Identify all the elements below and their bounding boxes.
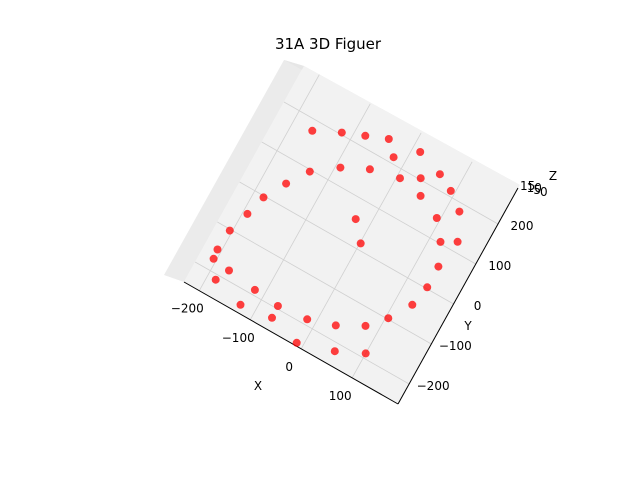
data-point <box>225 266 233 275</box>
data-point <box>292 338 301 347</box>
data-point <box>396 174 404 183</box>
z-tick-label: 15 <box>520 179 535 193</box>
data-point <box>435 170 444 179</box>
axes-panes <box>164 60 520 404</box>
data-point <box>365 165 374 174</box>
chart-title: 31A 3D Figuer <box>275 35 382 53</box>
x-tick-label: 0 <box>285 360 293 374</box>
axis-lines <box>183 187 519 405</box>
back-pane-left <box>164 60 304 282</box>
data-point <box>330 347 339 356</box>
data-point <box>303 315 312 324</box>
data-point <box>432 214 441 222</box>
data-point <box>351 215 360 224</box>
z-tick-label: 5 <box>533 183 541 197</box>
x-axis-label: X <box>254 379 262 393</box>
y-tick-label: 100 <box>488 259 511 273</box>
z-axis-label: Z <box>549 169 557 183</box>
data-point <box>211 275 220 284</box>
z-tick-label: 10 <box>527 181 542 195</box>
grid-line-y <box>217 221 432 345</box>
data-point <box>384 135 393 143</box>
data-point <box>455 207 464 216</box>
y-tick-label: −100 <box>439 339 472 353</box>
data-point <box>268 313 276 322</box>
y-axis-label: Y <box>463 319 472 333</box>
data-point <box>336 163 345 172</box>
x-tick-label: −200 <box>171 302 204 316</box>
y-tick-label: 0 <box>474 299 482 313</box>
grid-line-y <box>283 101 499 225</box>
data-point <box>282 179 291 188</box>
data-point <box>213 245 222 254</box>
data-point <box>361 131 370 140</box>
data-point <box>416 191 425 200</box>
data-point <box>305 167 314 176</box>
data-point <box>384 314 393 323</box>
y-tick-label: 200 <box>511 219 534 233</box>
data-point <box>361 349 370 358</box>
data-point <box>250 285 259 294</box>
data-point <box>356 239 365 248</box>
y-axis-line <box>397 187 519 405</box>
data-point <box>446 186 455 195</box>
data-point <box>423 283 432 292</box>
x-tick-label: −100 <box>222 331 255 345</box>
data-point <box>331 321 340 330</box>
data-point <box>259 193 268 202</box>
grid-line-y <box>239 181 454 305</box>
data-point <box>434 262 443 271</box>
z-tick-label: 0 <box>540 185 548 199</box>
data-point <box>225 226 234 235</box>
data-point <box>209 254 218 263</box>
x-tick-label: 100 <box>329 389 352 403</box>
data-point <box>361 321 370 330</box>
grid-line-y <box>194 261 410 385</box>
scatter-points <box>209 126 464 358</box>
data-point <box>243 209 252 218</box>
data-point <box>453 237 462 246</box>
data-point <box>236 300 245 309</box>
data-point <box>416 148 425 156</box>
floor-pane <box>184 66 520 404</box>
data-point <box>337 128 346 137</box>
data-point <box>273 302 282 310</box>
data-point <box>416 174 425 183</box>
data-point <box>308 126 317 135</box>
y-tick-label: −200 <box>417 379 450 393</box>
data-point <box>389 153 398 162</box>
x-axis-line <box>183 281 399 405</box>
data-point <box>408 300 417 309</box>
data-point <box>436 237 445 246</box>
